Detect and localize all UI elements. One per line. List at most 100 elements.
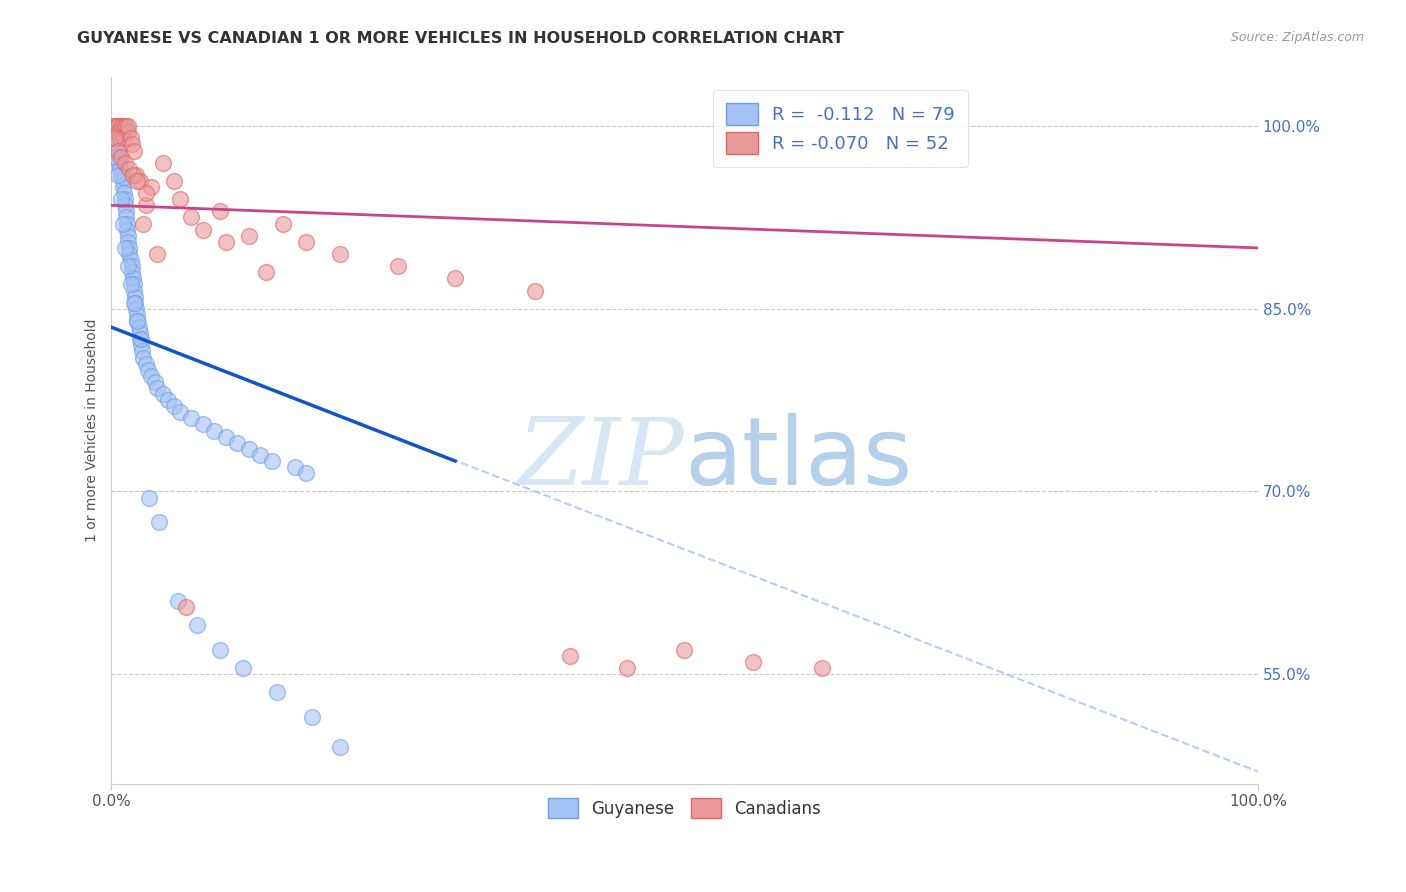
Point <box>146 381 169 395</box>
Point <box>132 351 155 365</box>
Point <box>129 332 152 346</box>
Point <box>127 174 149 188</box>
Point <box>202 424 225 438</box>
Legend: Guyanese, Canadians: Guyanese, Canadians <box>541 791 828 825</box>
Point <box>122 277 145 292</box>
Point <box>117 119 139 133</box>
Point <box>115 204 138 219</box>
Point <box>104 150 127 164</box>
Point <box>163 174 186 188</box>
Point <box>254 265 277 279</box>
Point <box>107 144 129 158</box>
Point <box>191 417 214 432</box>
Point <box>260 454 283 468</box>
Point <box>180 411 202 425</box>
Point <box>112 186 135 201</box>
Point <box>134 186 156 201</box>
Point <box>444 271 467 285</box>
Point <box>122 271 145 285</box>
Point <box>295 235 318 249</box>
Point <box>125 168 148 182</box>
Point <box>114 155 136 169</box>
Point <box>329 247 352 261</box>
Point <box>115 222 138 236</box>
Point <box>127 308 149 322</box>
Point <box>103 119 125 133</box>
Point <box>169 192 191 206</box>
Point <box>114 241 136 255</box>
Point <box>112 131 135 145</box>
Text: GUYANESE VS CANADIAN 1 OR MORE VEHICLES IN HOUSEHOLD CORRELATION CHART: GUYANESE VS CANADIAN 1 OR MORE VEHICLES … <box>77 31 844 46</box>
Point <box>107 168 129 182</box>
Point <box>117 259 139 273</box>
Point <box>180 211 202 225</box>
Point <box>215 235 238 249</box>
Point <box>134 198 156 212</box>
Point <box>111 180 134 194</box>
Point <box>107 119 129 133</box>
Point <box>124 290 146 304</box>
Point <box>105 137 128 152</box>
Point <box>117 125 139 139</box>
Point <box>105 125 128 139</box>
Point <box>110 131 132 145</box>
Point <box>115 211 138 225</box>
Point <box>112 170 135 185</box>
Y-axis label: 1 or more Vehicles in Household: 1 or more Vehicles in Household <box>86 318 100 542</box>
Point <box>129 338 152 352</box>
Point <box>152 387 174 401</box>
Point <box>295 467 318 481</box>
Point <box>111 119 134 133</box>
Point <box>191 222 214 236</box>
Point <box>110 150 132 164</box>
Point <box>387 259 409 273</box>
Point <box>232 661 254 675</box>
Point <box>148 515 170 529</box>
Point <box>152 155 174 169</box>
Point <box>115 119 138 133</box>
Point <box>186 618 208 632</box>
Point <box>558 648 581 663</box>
Point <box>110 168 132 182</box>
Point <box>524 284 547 298</box>
Point <box>115 217 138 231</box>
Point <box>127 314 149 328</box>
Point <box>117 235 139 249</box>
Point <box>111 174 134 188</box>
Point <box>121 265 143 279</box>
Point <box>118 247 141 261</box>
Point <box>120 277 142 292</box>
Point <box>110 161 132 176</box>
Point <box>122 284 145 298</box>
Point <box>114 198 136 212</box>
Point <box>141 180 163 194</box>
Point <box>118 161 141 176</box>
Point <box>616 661 638 675</box>
Point <box>114 192 136 206</box>
Point <box>118 241 141 255</box>
Point <box>124 295 146 310</box>
Point <box>169 405 191 419</box>
Point <box>120 253 142 268</box>
Point <box>174 600 197 615</box>
Point <box>215 430 238 444</box>
Point <box>238 228 260 243</box>
Point <box>136 362 159 376</box>
Point <box>209 642 232 657</box>
Point <box>111 217 134 231</box>
Point <box>125 301 148 316</box>
Point <box>141 368 163 383</box>
Point <box>103 131 125 145</box>
Point <box>138 491 160 505</box>
Point <box>128 332 150 346</box>
Point <box>271 217 294 231</box>
Point <box>238 442 260 456</box>
Point <box>120 131 142 145</box>
Point <box>128 320 150 334</box>
Point <box>134 357 156 371</box>
Point <box>107 144 129 158</box>
Point <box>110 119 132 133</box>
Point <box>166 594 188 608</box>
Point <box>108 125 131 139</box>
Point <box>132 217 155 231</box>
